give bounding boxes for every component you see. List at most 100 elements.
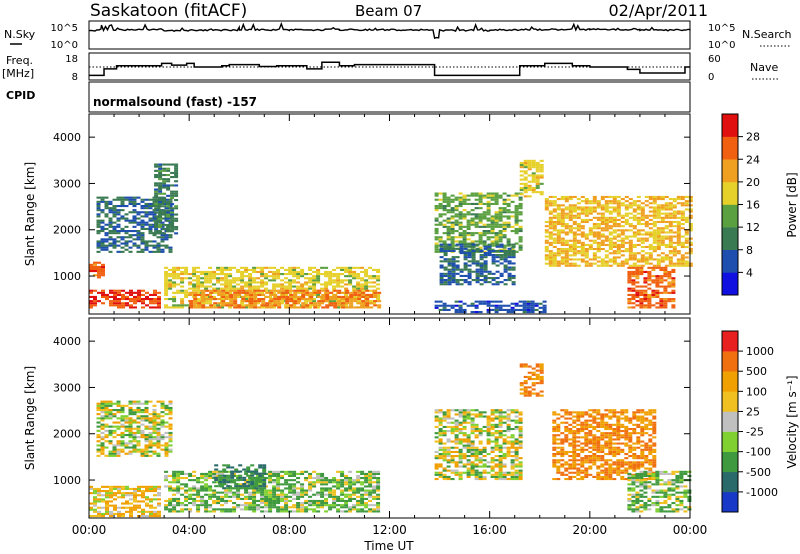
heatmap-cell (560, 210, 565, 213)
heatmap-cell (466, 238, 471, 241)
heatmap-cell (174, 194, 179, 197)
heatmap-cell (168, 200, 173, 203)
heatmap-cell (458, 448, 463, 451)
heatmap-cell (228, 291, 233, 294)
heatmap-cell (487, 281, 492, 284)
heatmap-cell (292, 285, 297, 288)
heatmap-cell (632, 210, 637, 213)
heatmap-cell (627, 293, 632, 296)
heatmap-cell (451, 270, 456, 273)
heatmap-cell (250, 472, 255, 475)
heatmap-cell (442, 232, 447, 235)
heatmap-cell (228, 279, 233, 282)
heatmap-cell (596, 212, 601, 215)
heatmap-cell (470, 213, 475, 216)
heatmap-cell (105, 293, 109, 296)
heatmap-cell (376, 502, 381, 505)
heatmap-cell (490, 202, 495, 205)
heatmap-cell (252, 291, 257, 294)
heatmap-cell (93, 492, 97, 495)
heatmap-cell (647, 300, 652, 303)
heatmap-cell (372, 485, 377, 488)
heatmap-cell (208, 474, 213, 477)
heatmap-cell (548, 260, 553, 263)
heatmap-cell (450, 230, 455, 233)
heatmap-cell (125, 487, 129, 490)
heatmap-cell (176, 470, 181, 473)
heatmap-cell (208, 477, 213, 480)
heatmap-cell (284, 506, 289, 509)
heatmap-cell (514, 211, 519, 214)
heatmap-cell (336, 481, 341, 484)
heatmap-cell (120, 450, 125, 453)
heatmap-cell (361, 300, 366, 303)
heatmap-cell (494, 192, 499, 195)
heatmap-cell (491, 262, 496, 265)
heatmap-cell (483, 264, 488, 267)
heatmap-cell (519, 164, 524, 167)
heatmap-cell (592, 195, 597, 198)
heatmap-cell (507, 249, 512, 252)
heatmap-cell (160, 217, 165, 220)
heatmap-cell (688, 208, 693, 211)
heatmap-cell (600, 229, 605, 232)
heatmap-cell (376, 283, 381, 286)
heatmap-cell (158, 213, 163, 216)
heatmap-cell (466, 223, 471, 226)
heatmap-cell (140, 436, 145, 439)
heatmap-cell (176, 273, 181, 276)
heatmap-cell (636, 260, 641, 263)
heatmap-cell (544, 202, 549, 205)
heatmap-cell (600, 264, 605, 267)
heatmap-cell (672, 254, 677, 257)
heatmap-cell (454, 465, 459, 468)
heatmap-cell (365, 295, 370, 298)
heatmap-cell (96, 402, 101, 405)
heatmap-cell (376, 477, 381, 480)
heatmap-cell (356, 499, 361, 502)
heatmap-cell (495, 249, 500, 252)
heatmap-cell (632, 214, 637, 217)
heatmap-cell (447, 245, 452, 248)
heatmap-cell (454, 198, 459, 201)
heatmap-cell (196, 499, 201, 502)
heatmap-cell (490, 194, 495, 197)
heatmap-cell (639, 291, 644, 294)
heatmap-cell (292, 491, 297, 494)
heatmap-cell (158, 203, 163, 206)
heatmap-cell (446, 475, 451, 478)
heatmap-cell (470, 423, 475, 426)
heatmap-cell (580, 225, 585, 228)
heatmap-cell (490, 308, 495, 311)
heatmap-cell (324, 477, 329, 480)
heatmap-cell (644, 252, 649, 255)
heatmap-cell (580, 208, 585, 211)
heatmap-cell (494, 236, 499, 239)
heatmap-cell (264, 497, 269, 500)
heatmap-cell (518, 304, 523, 307)
heatmap-cell (121, 492, 125, 495)
heatmap-cell (277, 289, 282, 292)
heatmap-cell (328, 489, 333, 492)
heatmap-cell (149, 500, 153, 503)
heatmap-cell (176, 275, 181, 278)
heatmap-cell (201, 293, 206, 296)
heatmap-cell (680, 241, 685, 244)
heatmap-cell (656, 216, 661, 219)
heatmap-cell (372, 302, 377, 305)
heatmap-cell (467, 256, 472, 259)
heatmap-cell (580, 227, 585, 230)
heatmap-cell (600, 239, 605, 242)
heatmap-cell (470, 467, 475, 470)
heatmap-cell (604, 227, 609, 230)
heatmap-cell (96, 221, 101, 224)
heatmap-cell (470, 469, 475, 472)
heatmap-cell (560, 208, 565, 211)
heatmap-cell (479, 268, 484, 271)
heatmap-cell (154, 188, 159, 191)
heatmap-cell (154, 232, 159, 235)
heatmap-cell (663, 287, 668, 290)
heatmap-cell (596, 206, 601, 209)
heatmap-cell (162, 167, 167, 170)
heatmap-cell (680, 256, 685, 259)
